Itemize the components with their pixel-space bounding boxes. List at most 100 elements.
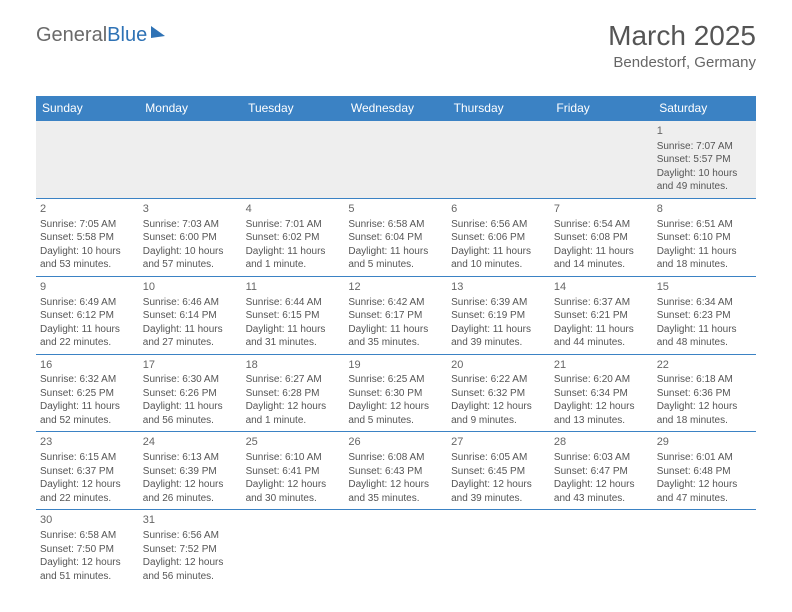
daylight1-text: Daylight: 12 hours <box>348 400 443 414</box>
day-number: 28 <box>554 435 649 450</box>
calendar-cell: 2Sunrise: 7:05 AMSunset: 5:58 PMDaylight… <box>36 198 139 276</box>
daylight2-text: and 9 minutes. <box>451 414 546 428</box>
daylight1-text: Daylight: 12 hours <box>143 556 238 570</box>
sunrise-text: Sunrise: 6:22 AM <box>451 373 546 387</box>
daylight1-text: Daylight: 11 hours <box>40 323 135 337</box>
sunset-text: Sunset: 6:04 PM <box>348 231 443 245</box>
calendar-cell: 27Sunrise: 6:05 AMSunset: 6:45 PMDayligh… <box>447 432 550 510</box>
day-number: 8 <box>657 202 752 217</box>
daylight1-text: Daylight: 11 hours <box>554 245 649 259</box>
calendar-cell: 9Sunrise: 6:49 AMSunset: 6:12 PMDaylight… <box>36 276 139 354</box>
sunrise-text: Sunrise: 6:54 AM <box>554 218 649 232</box>
day-header: Monday <box>139 96 242 121</box>
sunrise-text: Sunrise: 6:34 AM <box>657 296 752 310</box>
sunset-text: Sunset: 6:21 PM <box>554 309 649 323</box>
calendar-cell: 22Sunrise: 6:18 AMSunset: 6:36 PMDayligh… <box>653 354 756 432</box>
calendar-cell: 3Sunrise: 7:03 AMSunset: 6:00 PMDaylight… <box>139 198 242 276</box>
daylight1-text: Daylight: 11 hours <box>348 245 443 259</box>
day-header: Thursday <box>447 96 550 121</box>
sunset-text: Sunset: 6:06 PM <box>451 231 546 245</box>
sunrise-text: Sunrise: 6:58 AM <box>40 529 135 543</box>
daylight2-text: and 35 minutes. <box>348 336 443 350</box>
day-number: 17 <box>143 358 238 373</box>
sunset-text: Sunset: 7:52 PM <box>143 543 238 557</box>
calendar-cell: 6Sunrise: 6:56 AMSunset: 6:06 PMDaylight… <box>447 198 550 276</box>
day-number: 20 <box>451 358 546 373</box>
sunset-text: Sunset: 6:19 PM <box>451 309 546 323</box>
daylight1-text: Daylight: 12 hours <box>451 400 546 414</box>
sunrise-text: Sunrise: 6:46 AM <box>143 296 238 310</box>
sunset-text: Sunset: 6:39 PM <box>143 465 238 479</box>
calendar-cell <box>550 510 653 587</box>
daylight1-text: Daylight: 12 hours <box>40 556 135 570</box>
daylight1-text: Daylight: 11 hours <box>451 245 546 259</box>
day-number: 27 <box>451 435 546 450</box>
sunrise-text: Sunrise: 6:27 AM <box>246 373 341 387</box>
sunrise-text: Sunrise: 6:56 AM <box>451 218 546 232</box>
sunset-text: Sunset: 6:10 PM <box>657 231 752 245</box>
day-header: Friday <box>550 96 653 121</box>
sunset-text: Sunset: 6:47 PM <box>554 465 649 479</box>
calendar-row: 1Sunrise: 7:07 AMSunset: 5:57 PMDaylight… <box>36 121 756 199</box>
daylight2-text: and 1 minute. <box>246 414 341 428</box>
day-number: 31 <box>143 513 238 528</box>
daylight2-text: and 53 minutes. <box>40 258 135 272</box>
calendar-cell: 13Sunrise: 6:39 AMSunset: 6:19 PMDayligh… <box>447 276 550 354</box>
daylight2-text: and 57 minutes. <box>143 258 238 272</box>
calendar-cell: 23Sunrise: 6:15 AMSunset: 6:37 PMDayligh… <box>36 432 139 510</box>
calendar-table: SundayMondayTuesdayWednesdayThursdayFrid… <box>36 96 756 587</box>
sunset-text: Sunset: 6:28 PM <box>246 387 341 401</box>
day-number: 21 <box>554 358 649 373</box>
daylight2-text: and 10 minutes. <box>451 258 546 272</box>
sunrise-text: Sunrise: 7:07 AM <box>657 140 752 154</box>
daylight2-text: and 44 minutes. <box>554 336 649 350</box>
daylight2-text: and 35 minutes. <box>348 492 443 506</box>
calendar-cell <box>242 121 345 199</box>
day-number: 4 <box>246 202 341 217</box>
calendar-cell: 21Sunrise: 6:20 AMSunset: 6:34 PMDayligh… <box>550 354 653 432</box>
calendar-row: 23Sunrise: 6:15 AMSunset: 6:37 PMDayligh… <box>36 432 756 510</box>
day-number: 16 <box>40 358 135 373</box>
daylight2-text: and 26 minutes. <box>143 492 238 506</box>
sunrise-text: Sunrise: 6:44 AM <box>246 296 341 310</box>
sunset-text: Sunset: 6:34 PM <box>554 387 649 401</box>
sunrise-text: Sunrise: 6:20 AM <box>554 373 649 387</box>
daylight1-text: Daylight: 12 hours <box>246 478 341 492</box>
sunrise-text: Sunrise: 7:03 AM <box>143 218 238 232</box>
day-number: 15 <box>657 280 752 295</box>
daylight1-text: Daylight: 12 hours <box>554 400 649 414</box>
daylight2-text: and 5 minutes. <box>348 414 443 428</box>
sunset-text: Sunset: 6:30 PM <box>348 387 443 401</box>
sunrise-text: Sunrise: 6:08 AM <box>348 451 443 465</box>
calendar-cell: 19Sunrise: 6:25 AMSunset: 6:30 PMDayligh… <box>344 354 447 432</box>
daylight1-text: Daylight: 12 hours <box>246 400 341 414</box>
daylight1-text: Daylight: 10 hours <box>40 245 135 259</box>
sunset-text: Sunset: 6:02 PM <box>246 231 341 245</box>
day-number: 24 <box>143 435 238 450</box>
page-heading: March 2025 Bendestorf, Germany <box>608 20 756 71</box>
day-number: 10 <box>143 280 238 295</box>
logo: GeneralBlue <box>36 24 165 47</box>
sunset-text: Sunset: 6:45 PM <box>451 465 546 479</box>
sunrise-text: Sunrise: 6:32 AM <box>40 373 135 387</box>
sunrise-text: Sunrise: 7:05 AM <box>40 218 135 232</box>
daylight2-text: and 47 minutes. <box>657 492 752 506</box>
day-number: 6 <box>451 202 546 217</box>
calendar-cell <box>447 510 550 587</box>
daylight1-text: Daylight: 11 hours <box>143 323 238 337</box>
daylight2-text: and 39 minutes. <box>451 336 546 350</box>
daylight1-text: Daylight: 11 hours <box>246 323 341 337</box>
calendar-cell: 14Sunrise: 6:37 AMSunset: 6:21 PMDayligh… <box>550 276 653 354</box>
sunrise-text: Sunrise: 7:01 AM <box>246 218 341 232</box>
sunset-text: Sunset: 6:23 PM <box>657 309 752 323</box>
daylight1-text: Daylight: 11 hours <box>554 323 649 337</box>
sunrise-text: Sunrise: 6:15 AM <box>40 451 135 465</box>
sunset-text: Sunset: 6:17 PM <box>348 309 443 323</box>
daylight2-text: and 14 minutes. <box>554 258 649 272</box>
day-header: Wednesday <box>344 96 447 121</box>
sunrise-text: Sunrise: 6:18 AM <box>657 373 752 387</box>
daylight2-text: and 30 minutes. <box>246 492 341 506</box>
sunrise-text: Sunrise: 6:03 AM <box>554 451 649 465</box>
daylight1-text: Daylight: 12 hours <box>657 478 752 492</box>
day-header: Tuesday <box>242 96 345 121</box>
